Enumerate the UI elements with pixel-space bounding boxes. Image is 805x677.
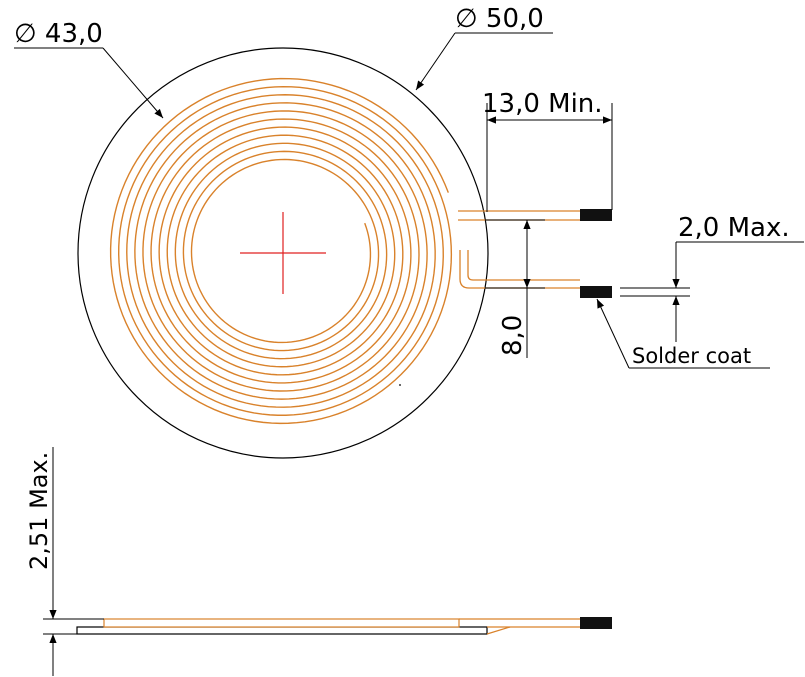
coil-spiral (109, 77, 453, 425)
inner-diameter-label: ∅ 43,0 (14, 19, 103, 49)
outer-circle (77, 47, 489, 459)
center-mark (240, 212, 326, 294)
side-view (76, 617, 612, 635)
wire-gap-label: 2,0 Max. (678, 213, 790, 243)
outer-diameter-leader (415, 32, 553, 91)
outer-diameter-label: ∅ 50,0 (455, 4, 544, 34)
side-view-solder-pad (580, 617, 612, 629)
side-view-substrate (76, 626, 488, 635)
thickness-dimension (43, 447, 104, 676)
thickness-label: 2,51 Max. (25, 452, 53, 570)
lead-spacing-dimension (485, 219, 545, 358)
lead-length-dimension (486, 103, 613, 212)
side-view-coil-layer (103, 618, 460, 628)
solder-pad-bottom (580, 286, 612, 298)
coil-leads (458, 210, 580, 289)
lead-spacing-label: 8,0 (498, 315, 528, 356)
solder-pad-top (580, 209, 612, 221)
solder-coat-label: Solder coat (632, 344, 751, 368)
lead-length-label: 13,0 Min. (482, 89, 603, 119)
wire-gap-dimension (620, 241, 804, 342)
inner-diameter-leader (14, 47, 164, 119)
stray-dot (399, 384, 401, 386)
solder-coat-leader (596, 298, 770, 369)
